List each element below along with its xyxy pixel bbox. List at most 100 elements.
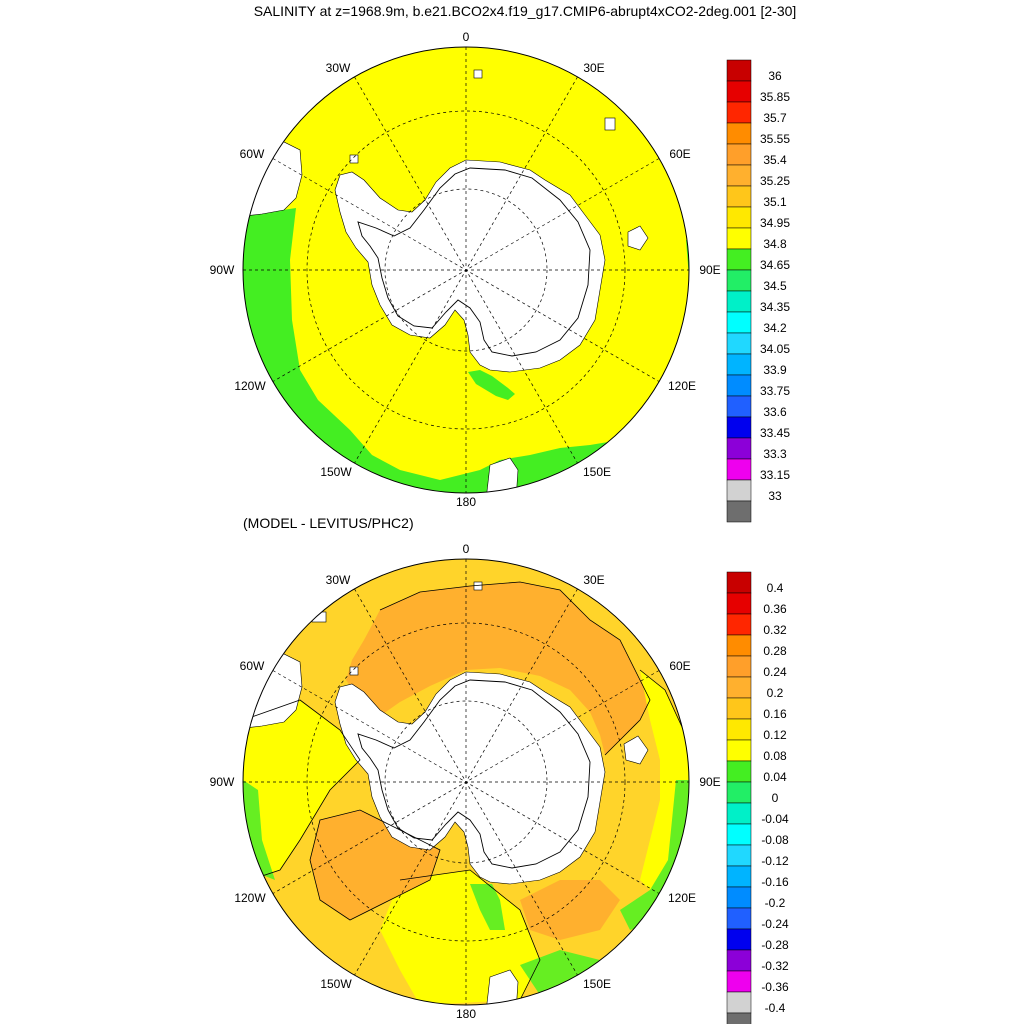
colorbar-swatch: [726, 634, 752, 657]
colorbar-swatch: [726, 613, 752, 636]
colorbar-label: 34.95: [760, 216, 790, 230]
colorbar-swatch: [726, 739, 752, 762]
colorbar-label: 0.36: [763, 602, 787, 616]
difference-contours: [243, 581, 689, 1001]
colorbar-swatch: [726, 227, 752, 250]
colorbar-label: -0.2: [765, 896, 786, 910]
lon-label-30w: 30W: [326, 573, 351, 587]
colorbar-swatch: [726, 949, 752, 972]
colorbar-swatch: [726, 1012, 752, 1029]
colorbar-label: 33.45: [760, 426, 790, 440]
colorbar-swatch: [726, 332, 752, 355]
colorbar-swatch: [726, 907, 752, 930]
colorbar-label: 35.7: [763, 111, 787, 125]
antarctica-coastline: [357, 167, 591, 357]
colorbar-label: 0.12: [763, 728, 787, 742]
salinity-map-border: [242, 46, 690, 494]
lon-label-150e: 150E: [583, 465, 611, 479]
colorbar-swatch: [726, 374, 752, 397]
colorbar-swatch: [726, 760, 752, 783]
pacific-orange-2: [520, 880, 620, 940]
colorbar-swatch: [726, 500, 752, 523]
lon-label-90e: 90E: [699, 263, 720, 277]
colorbar-label: -0.36: [761, 980, 789, 994]
difference-lon-labels: 0 30E 60E 90E 120E 150E 180 150W 120W 90…: [210, 542, 721, 1021]
lon-label-180: 180: [456, 495, 476, 509]
ross-sea-patch: [468, 370, 515, 400]
colorbar-swatch: [726, 991, 752, 1014]
colorbar-label: -0.08: [761, 833, 789, 847]
colorbar-label: 34.8: [763, 237, 787, 251]
colorbar-swatch: [726, 353, 752, 376]
colorbar-label: 0.28: [763, 644, 787, 658]
colorbar-label: 35.25: [760, 174, 790, 188]
lon-label-90w: 90W: [210, 775, 235, 789]
colorbar-swatch: [726, 416, 752, 439]
figure-title: SALINITY at z=1968.9m, b.e21.BCO2x4.f19_…: [254, 3, 797, 19]
lon-label-60w: 60W: [240, 147, 265, 161]
lon-label-120w: 120W: [234, 891, 266, 905]
colorbar-label: 36: [768, 69, 782, 83]
colorbar-label: 0.16: [763, 707, 787, 721]
colorbar-swatch: [726, 676, 752, 699]
colorbar-swatch: [726, 802, 752, 825]
lon-label-0: 0: [463, 542, 470, 556]
colorbar-label: -0.4: [765, 1001, 786, 1015]
colorbar-label: 0: [772, 791, 779, 805]
island-b2: [311, 611, 327, 623]
colorbar-swatch: [726, 101, 752, 124]
colorbar-swatch: [726, 290, 752, 313]
difference-graticule: [243, 559, 689, 1005]
colorbar-label: -0.16: [761, 875, 789, 889]
kerguelen-gap: [627, 225, 649, 251]
colorbar-swatch: [726, 592, 752, 615]
colorbar-swatch: [726, 395, 752, 418]
colorbar-swatch: [726, 781, 752, 804]
lon-label-0: 0: [463, 30, 470, 44]
colorbar-label: 35.55: [760, 132, 790, 146]
lon-label-30e: 30E: [583, 61, 604, 75]
colorbar-label: 33.3: [763, 447, 787, 461]
colorbar-swatch: [726, 164, 752, 187]
lon-label-60e: 60E: [669, 659, 690, 673]
colorbar-swatch: [726, 479, 752, 502]
figure-subtitle: (MODEL - LEVITUS/PHC2): [243, 515, 414, 531]
lon-label-180: 180: [456, 1007, 476, 1021]
salinity-graticule: [243, 47, 689, 493]
difference-map-border: [242, 558, 690, 1006]
lon-label-120w: 120W: [234, 379, 266, 393]
colorbar-swatch: [726, 844, 752, 867]
lon-label-120e: 120E: [668, 379, 696, 393]
island-3: [349, 154, 359, 164]
colorbar-label: 34.65: [760, 258, 790, 272]
colorbar-label: 33.75: [760, 384, 790, 398]
lon-label-150e: 150E: [583, 977, 611, 991]
colorbar-swatch: [726, 248, 752, 271]
colorbar-label: 33: [768, 489, 782, 503]
colorbar-swatch: [726, 59, 752, 82]
colorbar-label: 35.85: [760, 90, 790, 104]
colorbar-swatch: [726, 697, 752, 720]
lon-label-30e: 30E: [583, 573, 604, 587]
colorbar-label: 0.32: [763, 623, 787, 637]
colorbar-swatch: [726, 458, 752, 481]
lon-label-60e: 60E: [669, 147, 690, 161]
colorbar-swatch: [726, 571, 752, 594]
colorbar-label: 34.35: [760, 300, 790, 314]
lon-label-60w: 60W: [240, 659, 265, 673]
lon-label-120e: 120E: [668, 891, 696, 905]
colorbar-label: -0.32: [761, 959, 789, 973]
colorbar-label: 34.05: [760, 342, 790, 356]
colorbar-label: 33.15: [760, 468, 790, 482]
colorbar-swatch: [726, 80, 752, 103]
colorbar-label: 33.9: [763, 363, 787, 377]
salinity-colorbar: 36 35.85 35.7 35.55 35.4 35.25 35.1 34.95 34.8 34…: [726, 59, 790, 523]
colorbar-swatch: [726, 718, 752, 741]
salinity-lon-labels: 0 30E 60E 90E 120E 150E 180 150W 120W 90…: [210, 30, 721, 509]
colorbar-swatch: [726, 970, 752, 993]
salinity-map: 0 30E 60E 90E 120E 150E 180 150W 120W 90…: [210, 30, 790, 523]
colorbar-swatch: [726, 886, 752, 909]
green-ross-patch: [470, 884, 505, 930]
difference-colorbar: 0.4 0.36 0.32 0.28 0.24 0.2 0.16 0.12 0.08 0.04 0 -…: [726, 571, 789, 1029]
